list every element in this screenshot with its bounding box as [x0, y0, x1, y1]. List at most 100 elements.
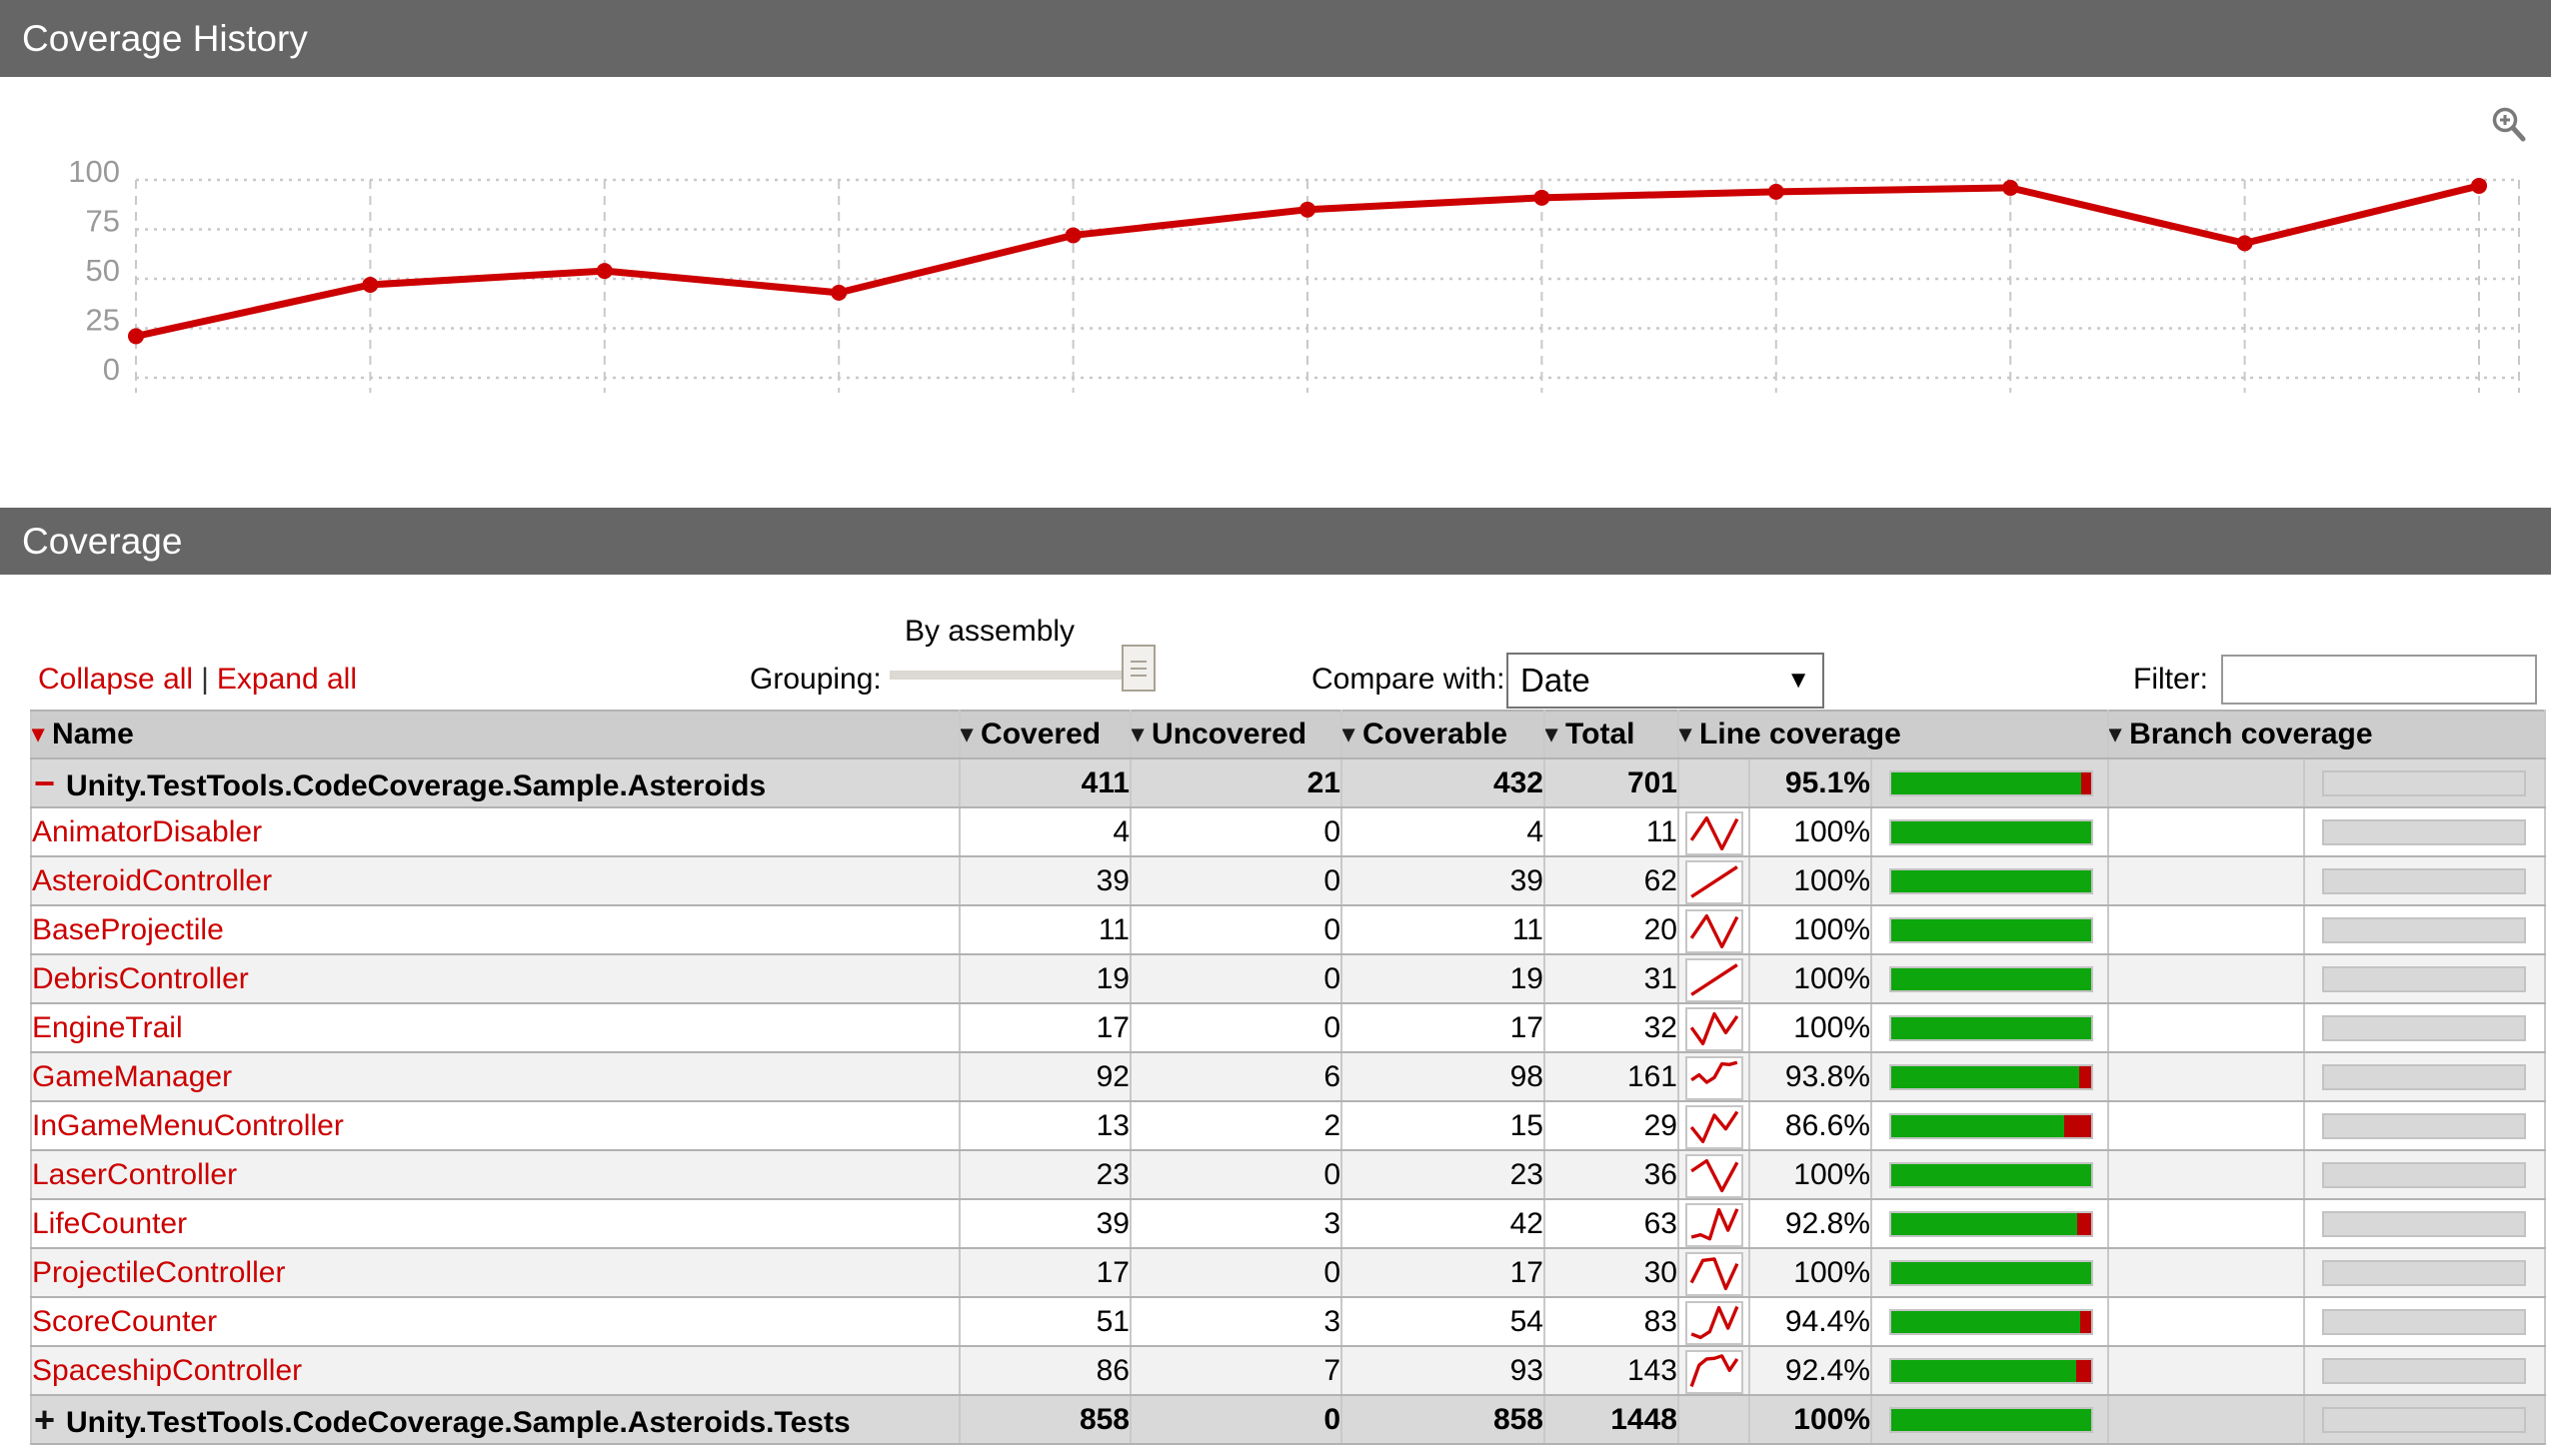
- line-coverage-bar: [1889, 1014, 2093, 1041]
- history-sparkline-icon: [1685, 1006, 1743, 1050]
- line-coverage-percent: 92.8%: [1748, 1198, 1872, 1249]
- link-separator: |: [201, 663, 209, 696]
- history-sparkline-cell: [1677, 1345, 1750, 1396]
- branch-coverage-bar-cell: [2303, 1296, 2547, 1347]
- covered-cell: 92: [959, 1051, 1132, 1102]
- covered-cell: 17: [959, 1002, 1132, 1053]
- class-link[interactable]: EngineTrail: [32, 1010, 183, 1044]
- compare-with-select[interactable]: Date ▼: [1506, 653, 1824, 709]
- history-sparkline-icon: [1685, 1202, 1743, 1246]
- total-cell: 161: [1543, 1051, 1679, 1102]
- branch-coverage-bar-cell: [2303, 953, 2547, 1004]
- branch-coverage-bar: [2322, 1014, 2527, 1041]
- covered-cell: 39: [959, 855, 1132, 906]
- column-header-line-coverage[interactable]: ▾ Line coverage: [1676, 710, 2110, 759]
- branch-coverage-percent: [2107, 1051, 2306, 1102]
- compare-with-label: Compare with:: [1311, 663, 1505, 696]
- magnifier-zoom-icon[interactable]: [2489, 105, 2529, 145]
- uncovered-cell: 7: [1130, 1345, 1342, 1396]
- data-point: [1299, 201, 1315, 218]
- expand-all-link[interactable]: Expand all: [216, 663, 357, 696]
- branch-coverage-bar-cell: [2303, 1100, 2547, 1151]
- uncovered-cell: 0: [1130, 806, 1342, 857]
- class-link[interactable]: AsteroidController: [32, 863, 273, 897]
- class-link[interactable]: DebrisController: [32, 961, 249, 995]
- column-header-uncovered[interactable]: ▾ Uncovered: [1130, 710, 1342, 759]
- column-header-label: Covered: [981, 718, 1102, 750]
- history-sparkline-icon: [1685, 859, 1743, 903]
- history-sparkline-icon: [1685, 1153, 1743, 1197]
- branch-coverage-bar: [2322, 965, 2527, 992]
- column-header-label: Name: [52, 718, 134, 750]
- name-cell: GameManager: [30, 1051, 961, 1102]
- grouping-slider-track[interactable]: [890, 671, 1135, 680]
- covered-cell: 51: [959, 1296, 1132, 1347]
- name-cell: AsteroidController: [30, 855, 961, 906]
- column-header-covered[interactable]: ▾ Covered: [959, 710, 1132, 759]
- total-cell: 63: [1543, 1198, 1679, 1249]
- table-row: SpaceshipController 86 7 93 143 92.4%: [30, 1345, 2547, 1396]
- branch-coverage-percent: [2107, 1149, 2306, 1200]
- history-sparkline-icon: [1685, 908, 1743, 952]
- line-coverage-bar-cell: [1869, 855, 2110, 906]
- covered-cell: 23: [959, 1149, 1132, 1200]
- data-point: [831, 284, 848, 301]
- covered-cell: 39: [959, 1198, 1132, 1249]
- column-header-name[interactable]: ▾ Name: [30, 710, 961, 759]
- branch-coverage-bar: [2322, 818, 2527, 845]
- class-link[interactable]: LaserController: [32, 1157, 238, 1191]
- y-axis-tick-label: 100: [68, 154, 120, 189]
- class-link[interactable]: BaseProjectile: [32, 912, 224, 946]
- sort-arrow-icon: ▾: [2109, 721, 2122, 747]
- class-link[interactable]: ProjectileController: [32, 1255, 286, 1289]
- class-link[interactable]: AnimatorDisabler: [32, 814, 263, 848]
- expand-icon[interactable]: +: [34, 1398, 56, 1440]
- covered-cell: 86: [959, 1345, 1132, 1396]
- collapse-all-link[interactable]: Collapse all: [38, 663, 194, 696]
- coverable-cell: 17: [1340, 1002, 1545, 1053]
- uncovered-cell: 3: [1130, 1296, 1342, 1347]
- uncovered-cell: 6: [1130, 1051, 1342, 1102]
- column-header-branch-coverage[interactable]: ▾ Branch coverage: [2107, 710, 2547, 759]
- history-sparkline-cell: [1677, 953, 1750, 1004]
- coverable-cell: 93: [1340, 1345, 1545, 1396]
- uncovered-cell: 3: [1130, 1198, 1342, 1249]
- collapse-icon[interactable]: −: [34, 761, 56, 803]
- line-coverage-bar: [1889, 1259, 2093, 1286]
- total-cell: 20: [1543, 904, 1679, 955]
- column-header-total[interactable]: ▾ Total: [1543, 710, 1679, 759]
- branch-coverage-bar-cell: [2303, 855, 2547, 906]
- grouping-label: Grouping:: [750, 663, 882, 696]
- line-coverage-bar: [1889, 1308, 2093, 1335]
- coverage-history-header: Coverage History: [0, 0, 2551, 77]
- branch-coverage-bar-cell: [2303, 1247, 2547, 1298]
- class-link[interactable]: ScoreCounter: [32, 1304, 218, 1338]
- branch-coverage-bar-cell: [2303, 1149, 2547, 1200]
- name-cell: LifeCounter: [30, 1198, 961, 1249]
- sort-arrow-icon: ▾: [1342, 721, 1355, 747]
- grouping-slider-thumb[interactable]: [1122, 645, 1156, 692]
- filter-input[interactable]: [2221, 655, 2537, 705]
- line-coverage-bar: [1889, 916, 2093, 943]
- coverable-cell: 39: [1340, 855, 1545, 906]
- branch-coverage-percent: [2107, 953, 2306, 1004]
- coverable-cell: 17: [1340, 1247, 1545, 1298]
- y-axis-tick-label: 50: [86, 253, 120, 288]
- history-sparkline-cell: [1677, 806, 1750, 857]
- line-coverage-bar: [1889, 1210, 2093, 1237]
- class-link[interactable]: LifeCounter: [32, 1206, 188, 1240]
- column-header-coverable[interactable]: ▾ Coverable: [1340, 710, 1545, 759]
- branch-coverage-bar-cell: [2303, 1002, 2547, 1053]
- class-link[interactable]: InGameMenuController: [32, 1108, 344, 1142]
- class-link[interactable]: SpaceshipController: [32, 1353, 303, 1387]
- branch-coverage-bar: [2322, 867, 2527, 894]
- uncovered-cell: 0: [1130, 1247, 1342, 1298]
- class-link[interactable]: GameManager: [32, 1059, 233, 1093]
- branch-coverage-percent: [2107, 757, 2306, 808]
- uncovered-cell: 21: [1130, 757, 1342, 808]
- coverable-cell: 432: [1340, 757, 1545, 808]
- line-coverage-bar-cell: [1869, 1247, 2110, 1298]
- total-cell: 701: [1543, 757, 1679, 808]
- data-point: [2002, 179, 2019, 196]
- branch-coverage-bar: [2322, 1406, 2527, 1433]
